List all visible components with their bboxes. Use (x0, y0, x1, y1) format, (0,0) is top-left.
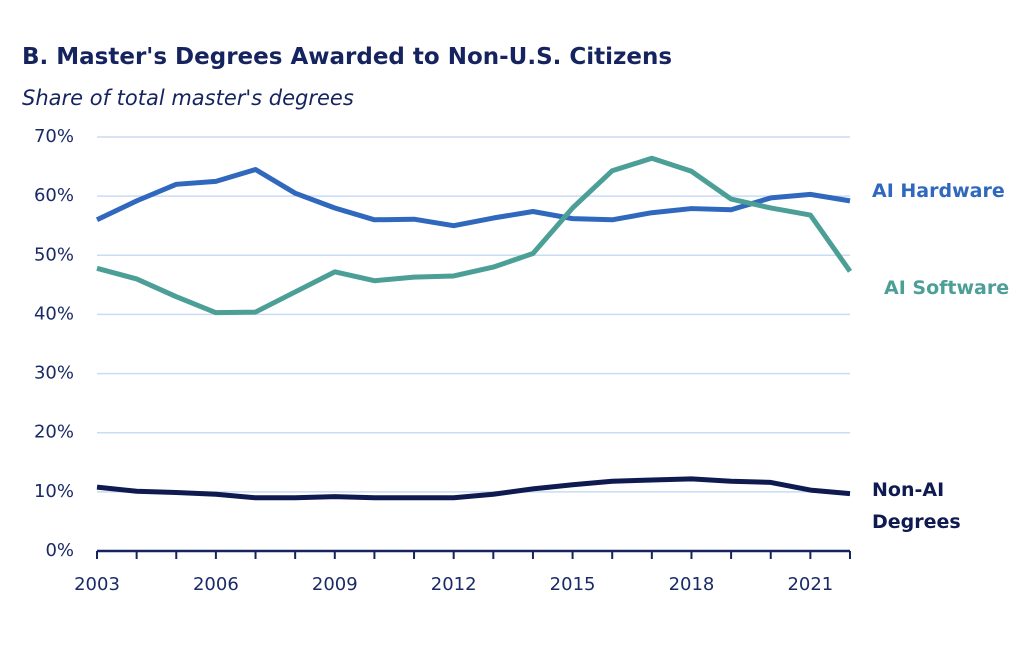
y-tick-label: 20% (34, 422, 74, 443)
y-tick-label: 10% (34, 481, 74, 502)
series-line (95, 167, 851, 229)
x-tick-label: 2006 (193, 574, 239, 595)
x-tick-label: 2021 (787, 574, 833, 595)
y-tick-label: 30% (34, 363, 74, 384)
y-tick-label: 0% (45, 540, 74, 561)
y-tick-label: 50% (34, 244, 74, 265)
series-line (96, 155, 853, 316)
chart-subtitle: Share of total master's degrees (22, 86, 354, 110)
y-tick-label: 60% (34, 185, 74, 206)
y-tick-label: 70% (34, 126, 74, 147)
x-tick-label: 2015 (550, 574, 596, 595)
x-tick-label: 2009 (312, 574, 358, 595)
series-label: Non-AI Degrees (872, 479, 961, 533)
series-label: AI Software (884, 277, 1010, 299)
y-tick-label: 40% (34, 303, 74, 324)
series-line (96, 476, 851, 501)
chart-title: B. Master's Degrees Awarded to Non-U.S. … (22, 44, 673, 70)
x-tick-label: 2012 (431, 574, 477, 595)
series-label: AI Hardware (872, 180, 1005, 202)
x-tick-label: 2018 (669, 574, 715, 595)
x-tick-label: 2003 (74, 574, 120, 595)
